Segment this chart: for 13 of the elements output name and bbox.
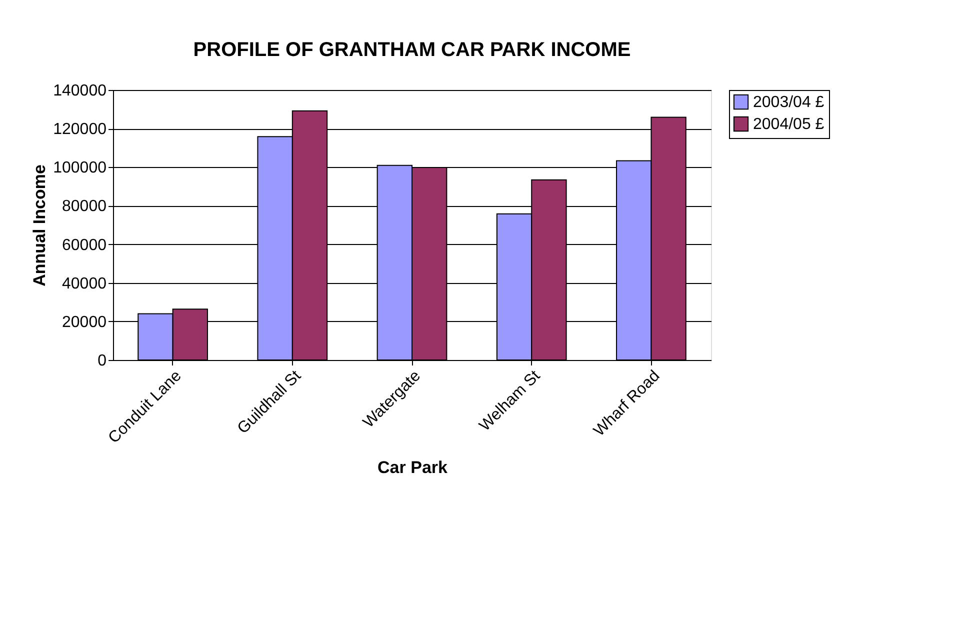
y-tick-label: 0 xyxy=(98,352,107,370)
y-tick-label: 140000 xyxy=(53,82,107,100)
y-tick-label: 100000 xyxy=(53,160,107,177)
y-axis-title: Annual Income xyxy=(30,164,50,286)
legend-label: 2004/05 £ xyxy=(753,116,824,133)
y-tick-label: 60000 xyxy=(62,236,107,254)
chart-title: PROFILE OF GRANTHAM CAR PARK INCOME xyxy=(193,39,631,61)
y-tick-label: 120000 xyxy=(53,121,107,138)
legend-label: 2003/04 £ xyxy=(753,94,824,111)
y-tick-label: 80000 xyxy=(62,198,107,216)
x-axis-title: Car Park xyxy=(378,458,448,478)
y-tick-label: 20000 xyxy=(62,314,107,331)
y-tick-label: 40000 xyxy=(62,275,107,292)
